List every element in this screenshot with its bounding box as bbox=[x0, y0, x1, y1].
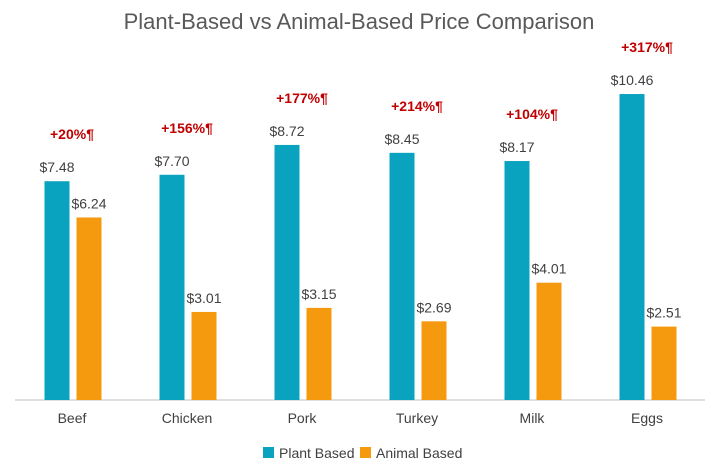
bar-plant-based-turkey bbox=[389, 152, 415, 400]
bar-plant-based-beef bbox=[44, 181, 70, 400]
annotation-turkey: +214%¶ bbox=[391, 98, 443, 114]
bar-plant-based-chicken bbox=[159, 174, 185, 400]
bar-plant-based-pork bbox=[274, 144, 300, 400]
legend-label-animal-based: Animal Based bbox=[376, 445, 462, 461]
bar-animal-based-turkey bbox=[421, 321, 447, 400]
bar-animal-based-eggs bbox=[651, 326, 677, 400]
x-tick-turkey: Turkey bbox=[396, 410, 438, 426]
x-tick-milk: Milk bbox=[520, 410, 546, 426]
data-label-animal-based-eggs: $2.51 bbox=[646, 305, 681, 321]
bar-animal-based-milk bbox=[536, 282, 562, 400]
data-label-plant-based-milk: $8.17 bbox=[499, 139, 534, 155]
x-tick-beef: Beef bbox=[58, 410, 87, 426]
data-label-animal-based-chicken: $3.01 bbox=[186, 290, 221, 306]
chart-title: Plant-Based vs Animal-Based Price Compar… bbox=[124, 9, 595, 34]
x-tick-chicken: Chicken bbox=[162, 410, 213, 426]
data-label-animal-based-pork: $3.15 bbox=[301, 286, 336, 302]
x-tick-pork: Pork bbox=[288, 410, 318, 426]
legend-swatch-animal-based bbox=[360, 447, 371, 458]
plot-area: $7.48 $6.24 +20%¶ Beef $7.70 $3.01 +156%¶ Chick… bbox=[39, 39, 681, 426]
annotation-milk: +104%¶ bbox=[506, 106, 558, 122]
legend: Plant Based Animal Based bbox=[263, 445, 462, 461]
bar-animal-based-beef bbox=[76, 217, 102, 400]
data-label-plant-based-chicken: $7.70 bbox=[154, 153, 189, 169]
bar-animal-based-chicken bbox=[191, 311, 217, 400]
data-label-plant-based-eggs: $10.46 bbox=[611, 72, 654, 88]
bar-plant-based-milk bbox=[504, 161, 530, 400]
data-label-animal-based-turkey: $2.69 bbox=[416, 299, 451, 315]
data-label-plant-based-beef: $7.48 bbox=[39, 159, 74, 175]
annotation-eggs: +317%¶ bbox=[621, 39, 673, 55]
legend-label-plant-based: Plant Based bbox=[279, 445, 355, 461]
data-label-plant-based-turkey: $8.45 bbox=[384, 131, 419, 147]
bar-plant-based-eggs bbox=[619, 94, 645, 401]
annotation-beef: +20%¶ bbox=[50, 126, 94, 142]
x-tick-eggs: Eggs bbox=[631, 410, 663, 426]
data-label-animal-based-beef: $6.24 bbox=[71, 195, 106, 211]
annotation-chicken: +156%¶ bbox=[161, 120, 213, 136]
data-label-plant-based-pork: $8.72 bbox=[269, 123, 304, 139]
legend-swatch-plant-based bbox=[263, 447, 274, 458]
bar-animal-based-pork bbox=[306, 307, 332, 400]
data-label-animal-based-milk: $4.01 bbox=[531, 261, 566, 277]
annotation-pork: +177%¶ bbox=[276, 90, 328, 106]
